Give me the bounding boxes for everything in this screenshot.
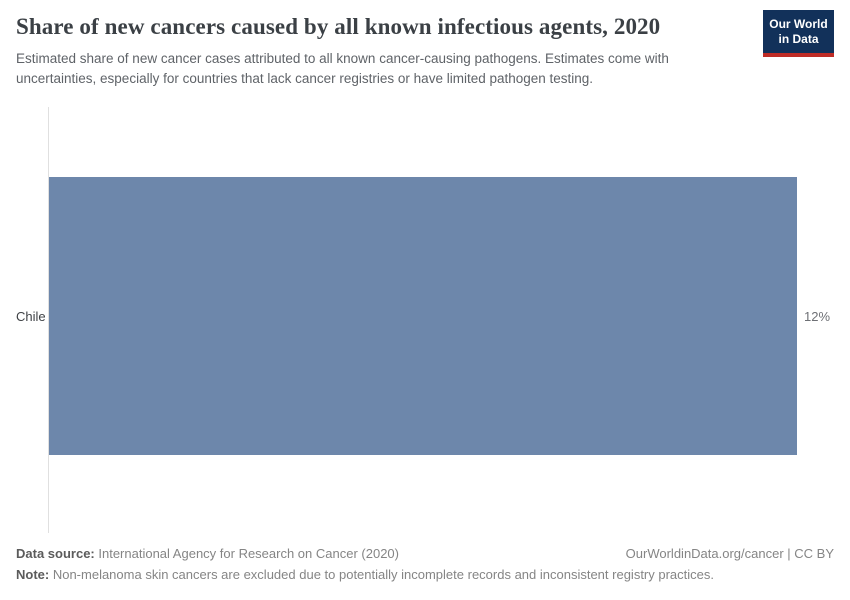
chart-title: Share of new cancers caused by all known… [16, 14, 661, 39]
bar-row: Chile 12% [16, 177, 834, 455]
note-label: Note: [16, 567, 50, 582]
owid-logo[interactable]: Our World in Data [763, 10, 834, 57]
owid-logo-line1: Our World [769, 17, 828, 31]
y-axis-line [48, 107, 49, 533]
chart-subtitle: Estimated share of new cancer cases attr… [16, 51, 669, 87]
owid-logo-line2: in Data [778, 32, 819, 46]
note-text: Non-melanoma skin cancers are excluded d… [49, 567, 714, 582]
footer-line-source: Data source: International Agency for Re… [16, 544, 834, 564]
chart-header: Share of new cancers caused by all known… [16, 10, 834, 90]
value-label: 12% [804, 308, 831, 324]
bar[interactable] [49, 177, 797, 455]
data-source: Data source: International Agency for Re… [16, 544, 399, 564]
data-source-label: Data source: [16, 546, 95, 561]
footer-line-note: Note: Non-melanoma skin cancers are excl… [16, 564, 834, 585]
entity-label: Chile [16, 308, 46, 324]
data-source-text: International Agency for Research on Can… [94, 546, 399, 561]
bar-chart: Chile 12% [16, 100, 834, 535]
owid-license-link[interactable]: OurWorldinData.org/cancer | CC BY [625, 546, 834, 561]
chart-footer: Data source: International Agency for Re… [16, 544, 834, 585]
